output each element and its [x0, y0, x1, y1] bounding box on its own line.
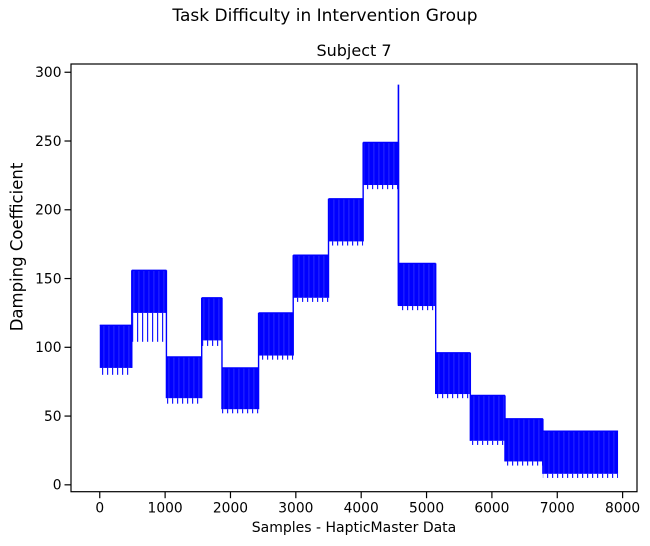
signal-band [201, 297, 222, 341]
signal-band [99, 325, 132, 368]
x-tick-label: 2000 [213, 501, 248, 517]
signal-band-fringe [542, 473, 619, 478]
signal-band [363, 142, 399, 186]
x-tick-label: 1000 [148, 501, 183, 517]
x-tick-label: 8000 [605, 501, 640, 517]
y-tick-label: 0 [53, 478, 62, 494]
x-tick-label: 6000 [474, 501, 509, 517]
signal-band [328, 198, 364, 242]
x-tick-label: 4000 [344, 501, 379, 517]
signal-band [398, 263, 436, 307]
x-tick-label: 7000 [540, 501, 575, 517]
signal-band-fringe [166, 398, 202, 404]
signal-band-fringe [470, 440, 505, 445]
signal-band-fringe [201, 340, 222, 346]
signal-band-fringe [221, 409, 259, 414]
x-tick-label: 0 [95, 501, 104, 517]
signal-band-fringe [504, 461, 543, 466]
x-tick-label: 5000 [409, 501, 444, 517]
y-tick-label: 150 [35, 271, 61, 287]
signal-band-fringe [258, 355, 294, 360]
signal-band [258, 312, 294, 356]
y-tick-label: 250 [35, 134, 61, 150]
signal-band [221, 367, 259, 410]
signal-band-fringe [398, 306, 436, 311]
y-tick-label: 100 [35, 340, 61, 356]
plot-border [70, 63, 638, 493]
signal-band-fringe [328, 241, 364, 246]
signal-band [131, 270, 167, 313]
x-tick-label: 3000 [278, 501, 313, 517]
chart-suptitle: Task Difficulty in Intervention Group [172, 6, 478, 26]
signal-band [504, 418, 543, 462]
y-tick-label: 300 [35, 65, 61, 81]
signal-band [293, 255, 329, 298]
signal-band-fringe [363, 185, 399, 190]
signal-band [435, 352, 471, 395]
signal-band [470, 395, 505, 441]
signal-band [166, 356, 202, 399]
x-axis-label: Samples - HapticMaster Data [251, 520, 457, 536]
signal-band [542, 431, 619, 474]
signal-band-fringe [293, 297, 329, 302]
signal-band-fringe [435, 394, 471, 399]
y-tick-label: 200 [35, 203, 61, 219]
signal-band-fringe [99, 367, 132, 375]
y-tick-label: 50 [44, 409, 62, 425]
y-axis-label: Damping Coefficient [7, 162, 27, 332]
chart-title: Subject 7 [316, 41, 392, 60]
signal-band-fringe [131, 312, 167, 342]
